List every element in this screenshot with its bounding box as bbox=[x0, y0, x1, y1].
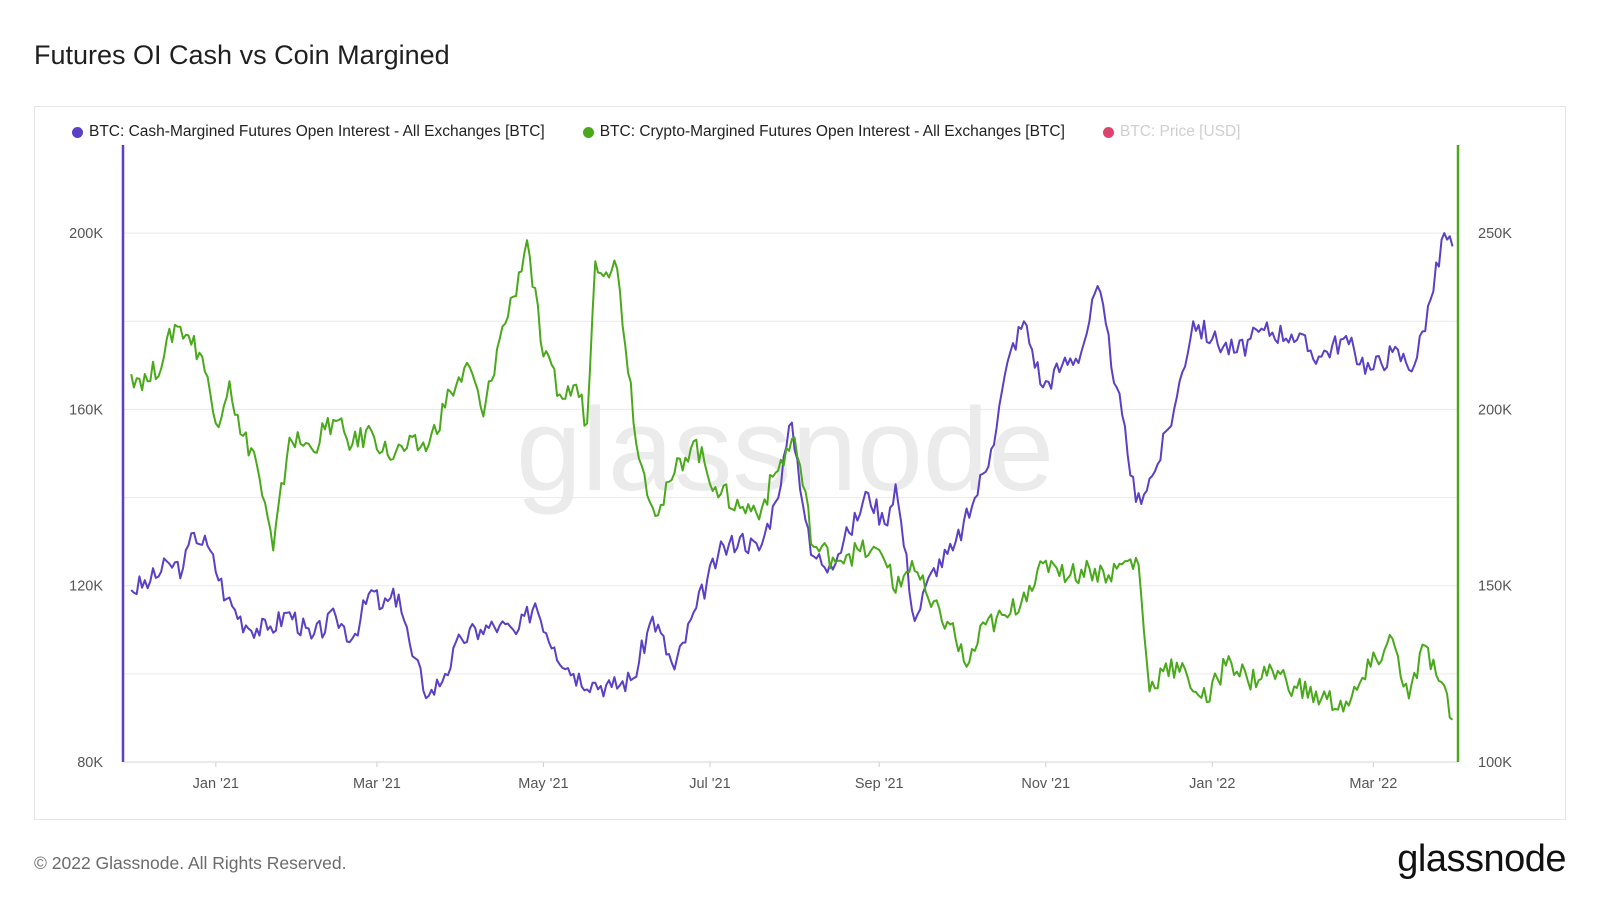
legend-item-crypto-margined[interactable]: BTC: Crypto-Margined Futures Open Intere… bbox=[582, 123, 1065, 141]
legend-label-crypto-margined: BTC: Crypto-Margined Futures Open Intere… bbox=[599, 123, 1065, 140]
x-tick-label: May '21 bbox=[518, 776, 568, 792]
y-right-tick-label: 250K bbox=[1478, 226, 1512, 242]
legend-dot-cash-margined bbox=[72, 126, 83, 138]
series-line-cash-margined bbox=[130, 232, 1454, 700]
legend-label-btc-price: BTC: Price [USD] bbox=[1119, 123, 1241, 140]
x-tick-label: Jul '21 bbox=[689, 776, 730, 792]
legend-label-cash-margined: BTC: Cash-Margined Futures Open Interest… bbox=[89, 123, 545, 140]
x-tick-label: Jan '21 bbox=[193, 776, 239, 792]
legend-dot-btc-price bbox=[1102, 126, 1114, 138]
x-tick-label: Jan '22 bbox=[1189, 776, 1235, 792]
x-tick-label: Mar '21 bbox=[353, 776, 401, 792]
y-left-tick-label: 160K bbox=[69, 402, 103, 418]
axes: 80K 120K 160K 200K 100K 150K 200K 250K Jan '21 Ma… bbox=[69, 145, 1512, 792]
series-lines bbox=[130, 232, 1454, 721]
y-left-tick-label: 120K bbox=[69, 579, 103, 595]
glassnode-logo[interactable]: glassnode bbox=[1397, 838, 1566, 880]
chart-title: Futures OI Cash vs Coin Margined bbox=[34, 40, 450, 70]
copyright-footer: © 2022 Glassnode. All Rights Reserved. bbox=[34, 853, 347, 873]
x-tick-label: Nov '21 bbox=[1021, 776, 1070, 792]
series-line-crypto-margined bbox=[130, 239, 1454, 721]
x-tick-label: Sep '21 bbox=[855, 776, 904, 792]
y-right-tick-label: 150K bbox=[1478, 579, 1512, 595]
y-left-tick-label: 200K bbox=[69, 226, 103, 242]
x-tick-label: Mar '22 bbox=[1349, 776, 1397, 792]
legend-item-cash-margined[interactable]: BTC: Cash-Margined Futures Open Interest… bbox=[72, 123, 545, 141]
legend-item-btc-price[interactable]: BTC: Price [USD] bbox=[1102, 123, 1241, 141]
chart-legend: BTC: Cash-Margined Futures Open Interest… bbox=[72, 123, 1278, 141]
y-right-tick-label: 100K bbox=[1478, 755, 1512, 771]
y-left-tick-label: 80K bbox=[77, 755, 103, 771]
y-right-tick-label: 200K bbox=[1478, 402, 1512, 418]
legend-dot-crypto-margined bbox=[582, 126, 594, 138]
